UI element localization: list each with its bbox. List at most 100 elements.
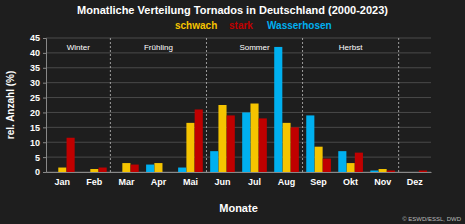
bar [227,115,235,172]
bars [58,47,427,172]
grid-line [46,157,431,158]
x-tick: Aug [278,172,296,187]
bar [99,168,107,172]
y-tick: 10 [30,138,46,148]
x-tick: Apr [151,172,167,187]
y-tick-label: 45 [30,33,40,43]
y-tick-label: 30 [30,78,40,88]
bar [259,118,267,172]
grid-line [46,97,431,98]
x-tick: Dez [407,172,424,187]
bar [50,172,58,173]
bar [178,168,186,172]
y-tick: 35 [30,63,46,73]
season-label: Herbst [339,43,363,52]
bar [242,112,250,172]
y-tick-label: 15 [30,123,40,133]
y-tick-mark [43,172,46,173]
bar [282,123,290,172]
season-separator [206,38,207,172]
y-tick-mark [43,112,46,113]
y-tick: 15 [30,123,46,133]
x-tick-label: Nov [374,177,391,187]
x-tick-label: Sep [310,177,327,187]
season-label: Frühling [144,43,173,52]
x-tick: Nov [374,172,391,187]
y-tick-mark [43,142,46,143]
bar [370,171,378,172]
title: Monatliche Verteilung Tornados in Deutsc… [77,4,388,16]
bar [146,165,154,172]
legend-entry: schwach [175,20,217,31]
bar [58,168,66,172]
y-tick: 5 [35,152,46,162]
grid-line [46,112,431,113]
y-tick-label: 20 [30,108,40,118]
x-tick-label: Aug [278,177,296,187]
season-label: Winter [67,43,90,52]
bar [82,172,90,173]
y-tick: 30 [30,78,46,88]
bar [419,171,427,172]
x-tick: Jun [214,172,230,187]
bar [218,105,226,172]
season-label: Sommer [239,43,270,52]
x-axis-title: Monate [219,202,258,214]
bar [131,165,139,172]
season-separator [302,38,303,172]
y-tick-mark [43,127,46,128]
bar [114,172,122,173]
legend-entry: stark [229,20,253,31]
source: © ESWD/ESSL, DWD [402,216,461,222]
x-axis-line [47,172,432,173]
y-tick-label: 5 [35,152,40,162]
bar [154,163,162,172]
grid-line [46,127,431,128]
y-tick: 45 [30,33,46,43]
y-axis-line [43,39,47,173]
legend: schwach stark Wasserhosen [175,20,332,31]
x-tick-label: Okt [343,177,358,187]
bar [387,171,395,172]
bar [163,172,171,173]
x-tick-label: Mai [183,177,198,187]
y-tick: 20 [30,108,46,118]
y-tick-mark [43,68,46,69]
x-axis: Jan Feb Mar Apr Mai Jun Jul Aug Sep Okt Nov Dez [47,172,432,187]
bar [90,169,98,172]
grid-line [46,67,431,68]
grid [46,38,431,172]
x-tick-label: Mar [118,177,135,187]
x-tick-label: Dez [407,177,424,187]
bar [402,172,410,173]
bar [291,127,299,172]
x-tick: Sep [310,172,327,187]
x-tick: Okt [343,172,358,187]
y-tick-label: 0 [35,167,40,177]
bar [186,123,194,172]
y-tick-label: 10 [30,138,40,148]
x-tick: Jul [248,172,261,187]
bar [323,159,331,172]
season-separator [398,38,399,172]
bar [274,47,282,172]
bar [355,153,363,172]
grid-line [46,52,431,53]
x-tick-label: Apr [151,177,167,187]
bar [122,163,130,172]
x-tick: Feb [86,172,103,187]
y-tick-mark [43,157,46,158]
bar [315,147,323,172]
y-tick-label: 35 [30,63,40,73]
x-tick: Mar [118,172,135,187]
x-tick: Jan [55,172,71,187]
x-tick: Mai [183,172,198,187]
x-tick-label: Jun [214,177,230,187]
bar [347,163,355,172]
grid-line [46,38,431,39]
plot: 051015202530354045JanFebMarAprMaiJunJulA… [30,33,432,187]
x-tick-label: Jan [55,177,71,187]
legend-entry: Wasserhosen [267,20,332,31]
grid-line [46,142,431,143]
y-tick-mark [43,53,46,54]
